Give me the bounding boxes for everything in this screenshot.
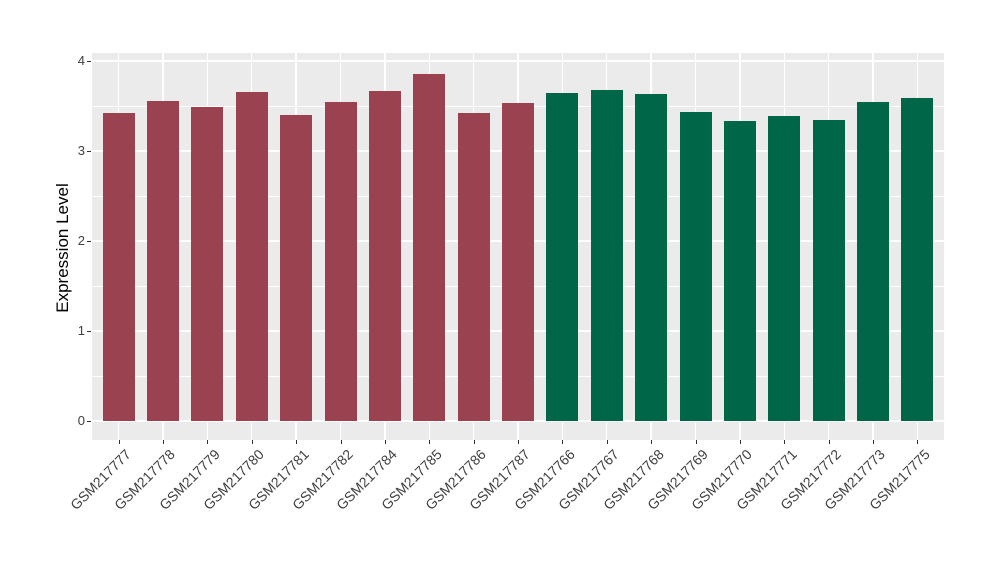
bar-GSM217779 (191, 106, 224, 421)
y-tick-label-0: 0 (77, 413, 85, 428)
y-tick-label-1: 1 (77, 323, 85, 338)
bar-GSM217780 (235, 91, 268, 421)
y-tick-mark (87, 151, 91, 152)
bar-GSM217777 (102, 113, 135, 421)
bar-GSM217782 (324, 102, 357, 421)
bar-GSM217767 (590, 89, 623, 421)
x-tick-mark (207, 440, 209, 444)
y-tick-mark (87, 241, 91, 242)
x-tick-mark (784, 440, 786, 444)
bar-GSM217766 (546, 92, 579, 421)
y-tick-label-2: 2 (77, 233, 85, 248)
x-tick-mark (473, 440, 475, 444)
x-tick-mark (429, 440, 431, 444)
bar-GSM217768 (635, 94, 668, 421)
x-tick-mark (251, 440, 253, 444)
x-tick-mark (828, 440, 830, 444)
x-tick-mark (873, 440, 874, 444)
x-tick-mark (118, 440, 120, 444)
x-tick-mark (518, 440, 519, 444)
x-tick-mark (296, 440, 298, 444)
bar-GSM217771 (768, 115, 801, 421)
x-tick-mark (340, 440, 342, 444)
x-tick-mark (695, 440, 697, 444)
y-tick-mark (87, 61, 91, 62)
x-tick-mark (606, 440, 608, 444)
bar-GSM217787 (502, 103, 534, 421)
bar-GSM217775 (901, 97, 934, 421)
bar-GSM217786 (457, 113, 490, 421)
bar-GSM217773 (857, 101, 889, 421)
y-tick-mark (87, 421, 91, 422)
bar-GSM217781 (280, 115, 313, 421)
x-tick-mark (917, 440, 919, 444)
bar-GSM217785 (413, 73, 446, 421)
x-tick-mark (163, 440, 164, 444)
y-tick-mark (87, 331, 91, 332)
bar-GSM217769 (679, 112, 712, 421)
y-tick-label-4: 4 (77, 53, 85, 68)
x-tick-mark (739, 440, 741, 444)
bar-GSM217772 (812, 119, 845, 421)
x-tick-mark (384, 440, 386, 444)
x-tick-mark (562, 440, 564, 444)
bar-GSM217778 (147, 100, 179, 421)
y-tick-label-3: 3 (77, 143, 85, 158)
bar-GSM217784 (368, 90, 401, 421)
plot-panel (92, 53, 944, 440)
x-tick-mark (651, 440, 653, 444)
bar-GSM217770 (723, 121, 756, 421)
